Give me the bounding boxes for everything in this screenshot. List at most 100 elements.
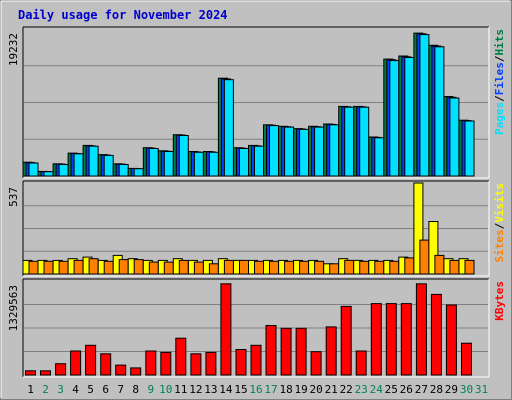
bar-kbytes-day-4 [70,350,82,376]
bar-kbytes-day-3 [55,363,67,376]
bar-sites-day-1 [28,260,39,275]
panel-legend: Pages/Files/Hits [493,29,506,135]
bar-pages-day-1 [28,162,39,177]
legend-entry: Pages [493,102,506,135]
bar-pages-day-9 [148,148,159,177]
bar-kbytes-day-16 [250,344,262,376]
bar-kbytes-day-22 [340,305,352,376]
bar-sites-day-15 [239,259,249,275]
bar-sites-day-9 [148,261,159,275]
day-label-24: 24 [370,383,384,396]
bar-pages-day-11 [178,135,189,177]
bar-kbytes-day-26 [400,303,412,376]
day-label-7: 7 [117,383,124,396]
bar-kbytes-day-11 [175,337,187,376]
bar-pages-day-18 [284,126,295,177]
bar-pages-day-10 [163,151,174,177]
bar-pages-day-21 [329,124,340,177]
legend-entry: / [493,95,506,102]
bar-pages-day-2 [43,171,54,177]
legend-entry: / [493,222,506,229]
bar-pages-day-13 [208,151,219,177]
bar-sites-day-20 [314,260,325,275]
bar-pages-day-26 [404,57,415,177]
bar-sites-day-4 [73,259,84,275]
panel-legend: KBytes [493,281,506,321]
bar-sites-day-8 [133,259,144,275]
bar-sites-day-6 [103,260,114,275]
day-label-27: 27 [415,383,428,396]
bar-kbytes-day-10 [160,351,172,376]
bar-kbytes-day-28 [430,293,442,376]
bar-kbytes-day-15 [235,349,247,376]
bar-sites-day-29 [449,259,460,275]
bar-kbytes-day-12 [190,353,202,376]
bar-visits-day-28 [428,221,439,275]
legend-entry: Sites [493,229,506,262]
panel-legend: Sites/Visits [493,183,506,263]
bar-kbytes-day-7 [115,364,127,376]
day-label-14: 14 [219,383,233,396]
bar-kbytes-day-5 [85,344,97,376]
bar-kbytes-day-17 [265,325,277,376]
bar-sites-day-28 [434,254,445,275]
bar-pages-day-15 [239,148,249,177]
bar-kbytes-day-9 [145,350,157,376]
bar-kbytes-day-2 [40,370,51,376]
bar-sites-day-2 [43,260,54,275]
legend-entry: / [493,55,506,62]
bar-kbytes-day-13 [205,351,217,376]
bar-sites-day-3 [58,260,69,275]
bar-sites-day-16 [254,260,264,275]
bar-sites-day-18 [284,260,295,275]
legend-entry: Hits [493,29,506,56]
day-label-5: 5 [87,383,94,396]
legend-entry: Files [493,62,506,95]
day-label-23: 23 [355,383,368,396]
bar-kbytes-day-29 [445,304,457,376]
legend-entry: Visits [493,183,506,223]
bar-sites-day-22 [344,259,355,275]
day-label-29: 29 [445,383,458,396]
bar-pages-day-5 [88,145,99,177]
bar-sites-day-5 [88,258,99,275]
bar-sites-day-30 [464,259,475,275]
day-label-25: 25 [385,383,398,396]
bar-pages-day-25 [389,60,400,177]
day-label-4: 4 [72,383,79,396]
bar-pages-day-22 [344,106,355,177]
bar-kbytes-day-18 [280,327,292,376]
bar-pages-day-24 [374,137,385,177]
chart-title: Daily usage for November 2024 [18,8,228,22]
day-label-6: 6 [102,383,109,396]
bar-kbytes-day-23 [355,350,367,376]
bar-sites-day-23 [359,260,370,275]
bar-sites-day-17 [269,260,279,275]
bar-pages-day-8 [133,168,144,177]
chart-panels: 19232Pages/Files/Hits537Sites/Visits1329… [7,26,506,378]
bar-kbytes-day-30 [461,342,472,376]
day-label-9: 9 [147,383,154,396]
bar-kbytes-day-27 [415,283,427,376]
bar-kbytes-day-20 [310,351,322,376]
day-label-15: 15 [234,383,247,396]
bar-pages-day-19 [299,128,310,177]
day-label-1: 1 [27,383,34,396]
bar-kbytes-day-19 [295,327,307,376]
bar-pages-day-3 [58,164,69,177]
bar-sites-day-7 [118,259,129,275]
bar-kbytes-day-24 [370,303,382,376]
bar-sites-day-26 [404,257,415,275]
bar-sites-day-11 [178,259,189,275]
bar-pages-day-14 [223,79,234,177]
day-label-26: 26 [400,383,413,396]
panel-max-label: 19232 [7,33,20,66]
bar-sites-day-13 [208,263,219,275]
bar-sites-day-19 [299,260,310,275]
day-label-17: 17 [264,383,277,396]
bar-sites-day-27 [419,239,430,275]
bar-kbytes-day-25 [385,303,397,376]
bar-pages-day-23 [359,106,370,177]
